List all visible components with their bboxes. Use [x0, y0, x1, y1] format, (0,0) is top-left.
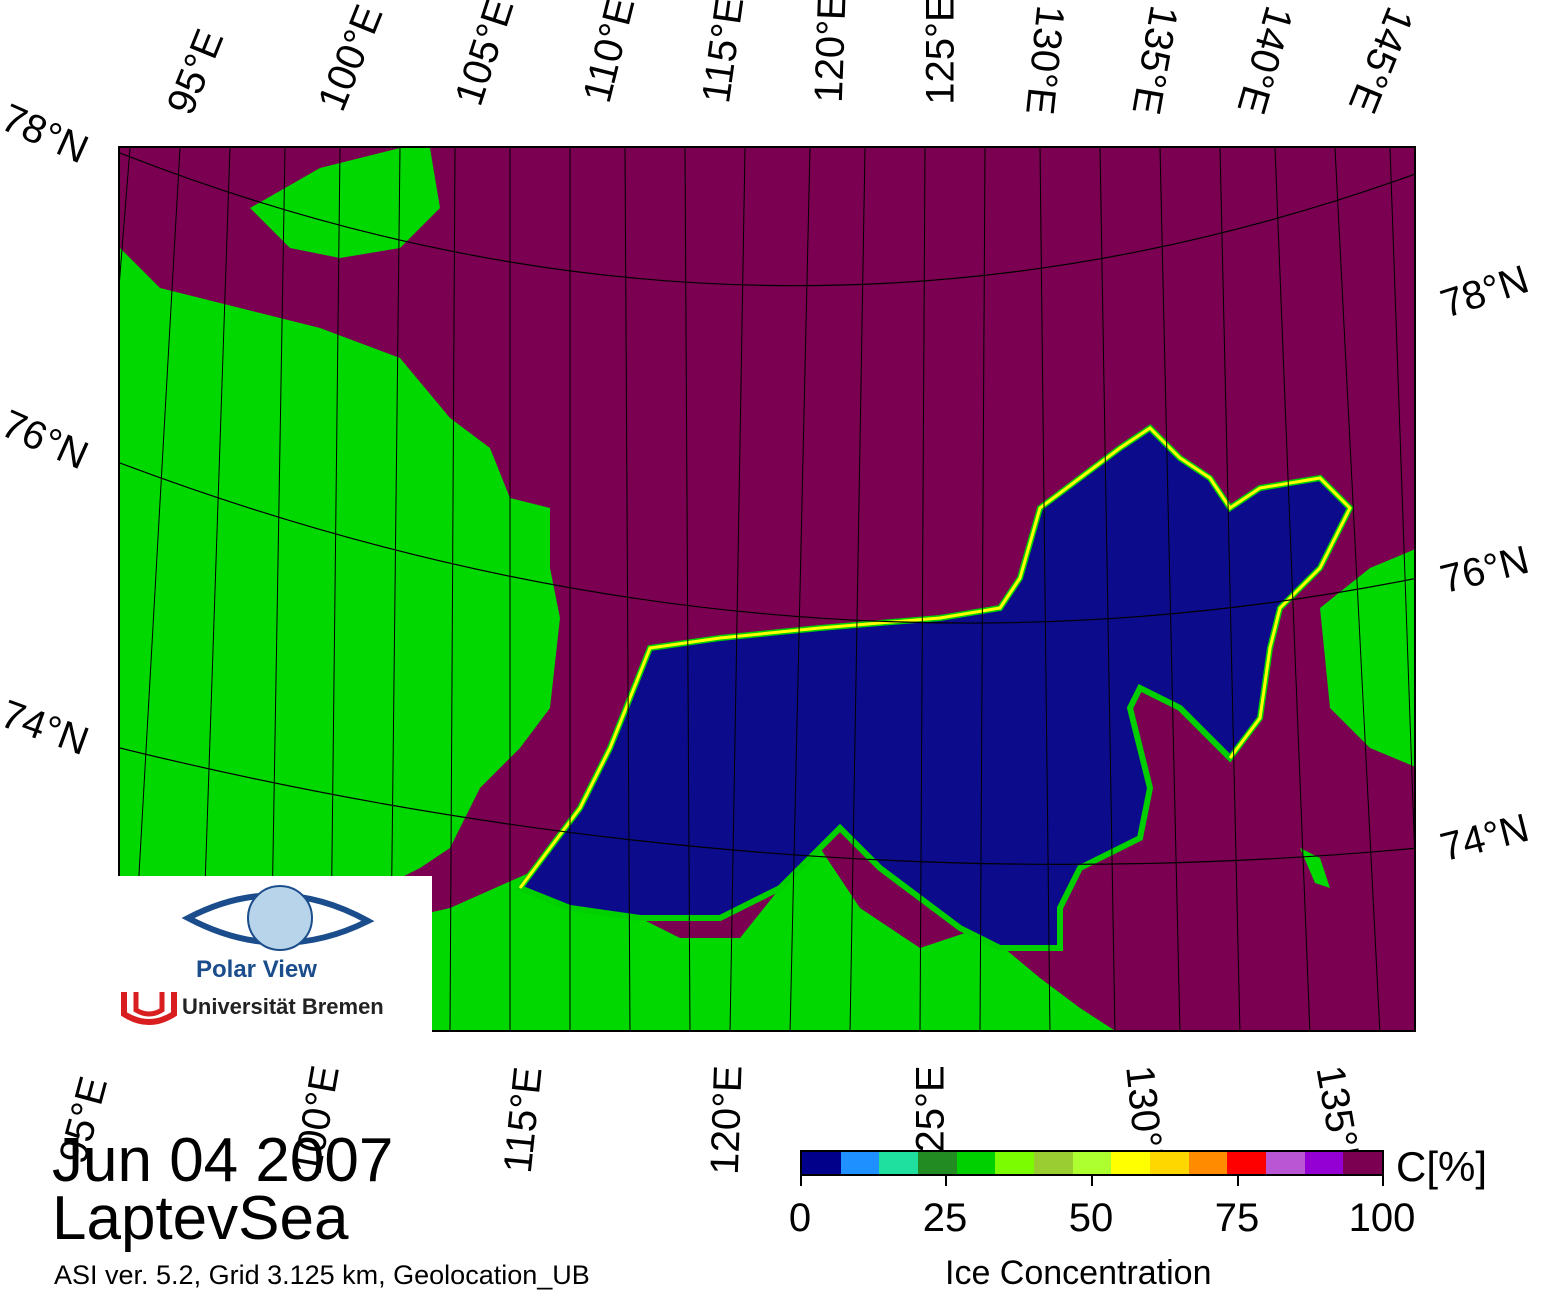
colorbar-tickmark	[800, 1176, 802, 1186]
colorbar-tickmark	[945, 1176, 947, 1186]
top-lon-label: 115°E	[694, 0, 753, 106]
colorbar-segment	[995, 1152, 1035, 1174]
university-emblem-icon	[121, 992, 177, 1025]
severnaya-land	[250, 148, 440, 258]
top-lon-label: 95°E	[158, 23, 233, 121]
colorbar-segment	[1343, 1152, 1383, 1174]
top-lon-label: 130°E	[1017, 3, 1073, 117]
colorbar-segment	[1034, 1152, 1073, 1174]
top-lon-label: 100°E	[309, 0, 392, 117]
map-canvas	[120, 148, 1414, 1030]
small-island	[1300, 848, 1330, 888]
colorbar-tickmark	[1091, 1176, 1093, 1186]
colorbar-segment	[1227, 1152, 1267, 1174]
eye-icon	[181, 885, 375, 951]
colorbar-tick-label: 75	[1214, 1196, 1260, 1240]
top-lon-label: 120°E	[806, 0, 855, 104]
colorbar-segment	[1150, 1152, 1189, 1174]
left-lat-label: 76°N	[0, 401, 95, 479]
colorbar-unit: C[%]	[1396, 1143, 1488, 1190]
bottom-lon-label: 115°E	[495, 1064, 551, 1176]
top-lon-label: 125°E	[918, 0, 963, 105]
left-lat-label: 78°N	[0, 95, 95, 173]
taymyr-land	[120, 248, 560, 938]
polynya-edge	[518, 426, 1352, 889]
colorbar-tick-label: 0	[788, 1196, 812, 1240]
top-lon-label: 145°E	[1339, 1, 1422, 119]
colorbar-tick-label: 100	[1348, 1196, 1416, 1240]
logo-institution: Universität Bremen	[182, 994, 384, 1019]
right-lat-label: 78°N	[1435, 257, 1534, 327]
left-lat-label: 74°N	[0, 692, 95, 764]
colorbar-tickmark	[1382, 1176, 1384, 1186]
polar-view-logo: Polar View Universität Bremen	[118, 876, 432, 1032]
colorbar-tick-label: 25	[922, 1196, 968, 1240]
colorbar-segment	[1111, 1152, 1151, 1174]
colorbar-segment	[879, 1152, 919, 1174]
colorbar-segment	[1304, 1152, 1344, 1174]
polynya-region	[515, 424, 1354, 951]
product-info: ASI ver. 5.2, Grid 3.125 km, Geolocation…	[54, 1260, 590, 1290]
new-siberian-island	[1320, 549, 1414, 767]
top-lon-label: 105°E	[446, 0, 523, 111]
colorbar-segment	[840, 1152, 880, 1174]
colorbar-tickmark	[1237, 1176, 1239, 1186]
logo-name: Polar View	[196, 956, 317, 983]
map-date: Jun 04 2007	[52, 1126, 394, 1195]
colorbar-segment	[1072, 1152, 1112, 1174]
right-lat-label: 76°N	[1436, 537, 1534, 603]
right-lat-label: 74°N	[1436, 805, 1534, 871]
parallel-lines	[120, 152, 1414, 865]
map-region: LaptevSea	[52, 1184, 349, 1253]
colorbar-segment	[956, 1152, 996, 1174]
colorbar-segment	[918, 1152, 957, 1174]
top-lon-label: 110°E	[575, 0, 644, 107]
bottom-lon-label: 120°E	[702, 1064, 751, 1176]
colorbar-segment	[1188, 1152, 1228, 1174]
colorbar-title: Ice Concentration	[945, 1254, 1212, 1292]
colorbar-tick-label: 50	[1068, 1196, 1114, 1240]
top-lon-label: 135°E	[1123, 2, 1186, 118]
colorbar	[800, 1150, 1384, 1176]
colorbar-segment	[802, 1152, 841, 1174]
top-lon-label: 140°E	[1228, 1, 1301, 119]
colorbar-segment	[1266, 1152, 1305, 1174]
